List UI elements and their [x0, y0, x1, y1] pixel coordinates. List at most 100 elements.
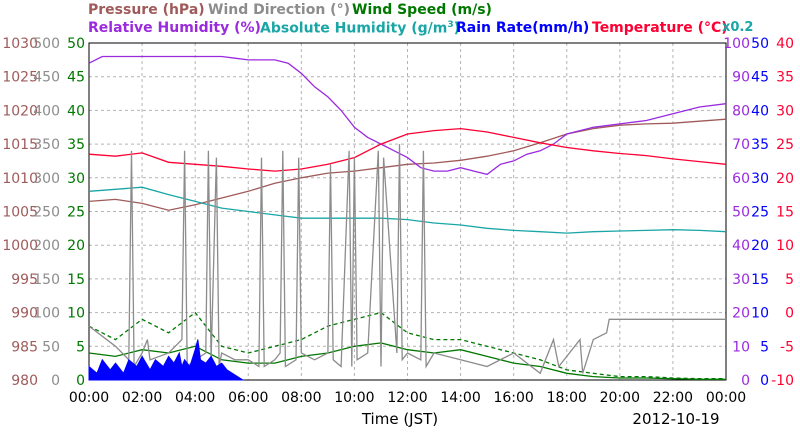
y-tick-label-rain-rate: 15	[751, 272, 769, 288]
plot-frame	[88, 42, 727, 381]
y-tick-label-wind-speed: 40	[67, 103, 85, 119]
grid	[89, 43, 726, 380]
y-tick-label-temperature: -10	[771, 373, 794, 389]
y-tick-label-temperature: 25	[776, 137, 794, 153]
y-tick-label-wind-direction: 0	[51, 373, 60, 389]
y-tick-label-pressure: 1020	[2, 103, 38, 119]
y-tick-label-pressure: 990	[11, 306, 38, 322]
series-wind-speed-m-s	[88, 342, 726, 380]
y-tick-label-rain-rate: 35	[751, 137, 769, 153]
y-tick-label-rain-rate: 20	[751, 238, 769, 254]
y-tick-label-temperature: -5	[780, 339, 794, 355]
series-pressure-hpa	[88, 118, 727, 211]
legend-temperature: Temperature (°C)	[592, 20, 728, 36]
x-tick-label: 14:00	[440, 390, 480, 406]
x-tick-label: 18:00	[547, 390, 587, 406]
y-tick-label-rain-rate: 40	[751, 103, 769, 119]
x-tick-label: 20:00	[600, 390, 640, 406]
legend-absolute-humidity: Absolute Humidity (g/m3)	[260, 20, 460, 37]
y-tick-label-relative-humidity: 0	[741, 373, 750, 389]
y-tick-label-relative-humidity: 10	[732, 339, 750, 355]
legend-wind-direction: Wind Direction (°)	[208, 2, 350, 18]
y-tick-label-wind-direction: 250	[33, 205, 60, 221]
y-tick-label-wind-speed: 25	[67, 205, 85, 221]
y-tick-label-rain-rate: 10	[751, 306, 769, 322]
y-tick-label-wind-speed: 30	[67, 171, 85, 187]
y-tick-label-wind-speed: 10	[67, 306, 85, 322]
y-tick-label-rain-rate: 50	[751, 36, 769, 52]
x-axis-title: Time (JST)	[361, 410, 438, 428]
series-wind-speed-max-m-s	[88, 311, 726, 380]
series-rain-rate-mm-h	[88, 339, 245, 381]
y-tick-label-temperature: 15	[776, 205, 794, 221]
y-tick-label-temperature: 0	[785, 306, 794, 322]
x-tick-label: 16:00	[493, 390, 533, 406]
y-tick-label-wind-direction: 150	[33, 272, 60, 288]
y-tick-label-pressure: 1005	[2, 205, 38, 221]
y-tick-label-relative-humidity: 20	[732, 306, 750, 322]
y-tick-label-wind-direction: 500	[33, 36, 60, 52]
y-tick-label-rain-rate: 45	[751, 70, 769, 86]
x-tick-label: 10:00	[334, 390, 374, 406]
legend-absolute-humidity-sup: 3	[447, 20, 454, 30]
legend-relative-humidity: Relative Humidity (%)	[88, 20, 261, 36]
y-tick-label-pressure: 1030	[2, 36, 38, 52]
y-tick-label-wind-speed: 50	[67, 36, 85, 52]
legend-absolute-humidity-suffix: )	[453, 20, 461, 37]
legend-scale-note: x0.2	[722, 20, 754, 35]
y-tick-label-rain-rate: 0	[760, 373, 769, 389]
y-tick-label-temperature: 35	[776, 70, 794, 86]
y-tick-label-temperature: 5	[785, 272, 794, 288]
y-tick-label-relative-humidity: 30	[732, 272, 750, 288]
y-tick-label-relative-humidity: 70	[732, 137, 750, 153]
y-tick-label-relative-humidity: 100	[723, 36, 750, 52]
y-tick-label-pressure: 1010	[2, 171, 38, 187]
x-tick-label: 12:00	[387, 390, 427, 406]
axes: 00:00 02:00 04:00 06:00 08:00 10:00 12:00 14:00…	[2, 36, 794, 406]
y-tick-label-relative-humidity: 80	[732, 103, 750, 119]
y-tick-label-pressure: 980	[11, 373, 38, 389]
x-tick-label: 04:00	[175, 390, 215, 406]
y-tick-label-wind-speed: 5	[76, 339, 85, 355]
y-tick-label-wind-speed: 0	[76, 373, 85, 389]
y-tick-label-relative-humidity: 90	[732, 70, 750, 86]
y-tick-label-wind-direction: 400	[33, 103, 60, 119]
y-tick-label-wind-speed: 15	[67, 272, 85, 288]
y-tick-label-pressure: 1000	[2, 238, 38, 254]
y-tick-label-wind-direction: 100	[33, 306, 60, 322]
date-label: 2012-10-19	[632, 410, 719, 428]
x-tick-label: 06:00	[228, 390, 268, 406]
series-temperature-c	[88, 127, 727, 172]
legend-rain-rate: Rain Rate(mm/h)	[456, 20, 590, 36]
x-tick-label: 02:00	[122, 390, 162, 406]
y-tick-label-pressure: 1015	[2, 137, 38, 153]
y-tick-label-temperature: 40	[776, 36, 794, 52]
y-tick-label-rain-rate: 25	[751, 205, 769, 221]
x-tick-label: 08:00	[281, 390, 321, 406]
legend-absolute-humidity-label: Absolute Humidity (g/m	[260, 20, 448, 37]
x-tick-label: 00:00	[706, 390, 746, 406]
y-tick-label-pressure: 1025	[2, 70, 38, 86]
y-tick-label-wind-speed: 45	[67, 70, 85, 86]
y-tick-label-wind-speed: 35	[67, 137, 85, 153]
x-tick-label: 22:00	[653, 390, 693, 406]
y-tick-label-relative-humidity: 60	[732, 171, 750, 187]
y-tick-label-relative-humidity: 50	[732, 205, 750, 221]
y-tick-label-relative-humidity: 40	[732, 238, 750, 254]
y-tick-label-pressure: 985	[11, 339, 38, 355]
legend-pressure: Pressure (hPa)	[88, 2, 205, 18]
y-tick-label-wind-direction: 50	[42, 339, 60, 355]
x-tick-label: 00:00	[69, 390, 109, 406]
y-tick-label-wind-speed: 20	[67, 238, 85, 254]
y-tick-label-temperature: 10	[776, 238, 794, 254]
y-tick-label-wind-direction: 350	[33, 137, 60, 153]
y-tick-label-temperature: 30	[776, 103, 794, 119]
legend-wind-speed: Wind Speed (m/s)	[352, 2, 492, 18]
y-tick-label-pressure: 995	[11, 272, 38, 288]
y-tick-label-wind-direction: 200	[33, 238, 60, 254]
y-tick-label-wind-direction: 300	[33, 171, 60, 187]
y-tick-label-temperature: 20	[776, 171, 794, 187]
y-tick-label-rain-rate: 5	[760, 339, 769, 355]
y-tick-label-rain-rate: 30	[751, 171, 769, 187]
